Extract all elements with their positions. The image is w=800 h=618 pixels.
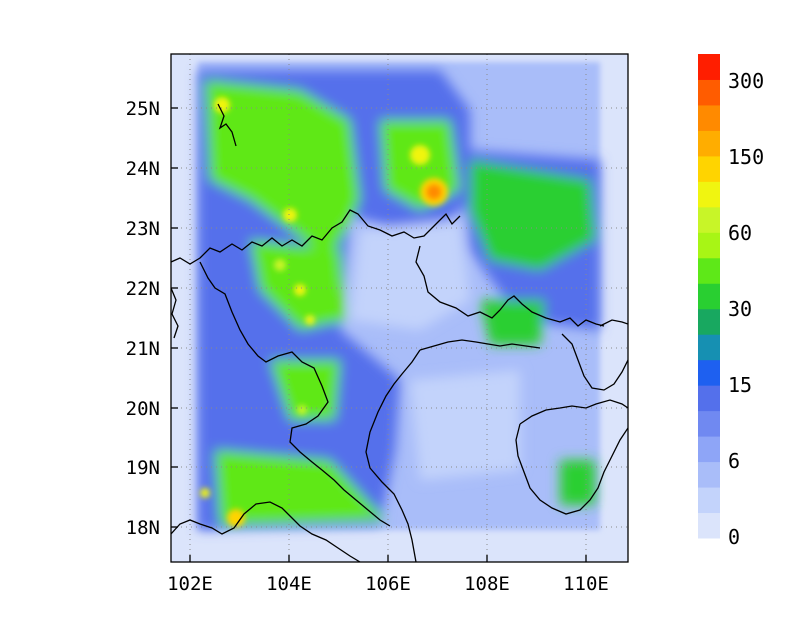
- x-axis: 102E 104E 106E 108E 110E: [167, 555, 609, 595]
- x-tick-label: 102E: [167, 573, 213, 595]
- map-plot-area: [170, 53, 629, 563]
- colorbar-box: [698, 487, 720, 514]
- colorbar-box: [698, 410, 720, 437]
- colorbar-label: 300: [728, 69, 764, 93]
- map-gridlines: [171, 54, 628, 562]
- y-tick-label: 24N: [126, 158, 160, 180]
- colorbar-box: [698, 232, 720, 259]
- colorbar-label: 60: [728, 221, 752, 245]
- colorbar-box: [698, 130, 720, 157]
- y-tick-label: 21N: [126, 338, 160, 360]
- colorbar-box: [698, 206, 720, 233]
- colorbar-boxes: [698, 54, 720, 539]
- colorbar: 0 6 15 30 60 150 300: [698, 54, 764, 549]
- colorbar-label: 150: [728, 145, 764, 169]
- x-tick-label: 108E: [464, 573, 510, 595]
- colorbar-box: [698, 181, 720, 208]
- colorbar-box: [698, 359, 720, 386]
- colorbar-box: [698, 385, 720, 412]
- colorbar-box: [698, 308, 720, 335]
- y-tick-label: 18N: [126, 517, 160, 539]
- coastlines-borders: [171, 103, 628, 562]
- y-tick-label: 22N: [126, 278, 160, 300]
- colorbar-label: 0: [728, 525, 740, 549]
- y-tick-label: 25N: [126, 98, 160, 120]
- x-tick-label: 110E: [563, 573, 609, 595]
- x-tick-label: 106E: [365, 573, 411, 595]
- x-tick-label: 104E: [266, 573, 312, 595]
- map-frame: [170, 53, 629, 563]
- colorbar-box: [698, 79, 720, 106]
- colorbar-label: 30: [728, 297, 752, 321]
- colorbar-box: [698, 512, 720, 539]
- colorbar-box: [698, 155, 720, 182]
- colorbar-box: [698, 436, 720, 463]
- y-tick-label: 23N: [126, 218, 160, 240]
- y-axis: 18N 19N 20N 21N 22N 23N 24N 25N: [126, 98, 178, 539]
- colorbar-box: [698, 283, 720, 310]
- precipitation-field: [198, 62, 600, 530]
- colorbar-box: [698, 257, 720, 284]
- colorbar-box: [698, 104, 720, 131]
- colorbar-label: 6: [728, 449, 740, 473]
- colorbar-box: [698, 54, 720, 80]
- y-tick-label: 19N: [126, 457, 160, 479]
- colorbar-box: [698, 461, 720, 488]
- y-tick-label: 20N: [126, 398, 160, 420]
- colorbar-box: [698, 334, 720, 361]
- colorbar-label: 15: [728, 373, 752, 397]
